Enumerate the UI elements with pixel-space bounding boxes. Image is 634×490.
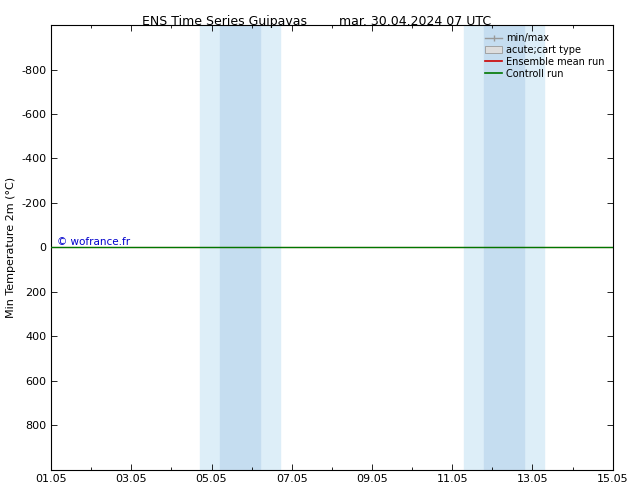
Text: ENS Time Series Guipavas        mar. 30.04.2024 07 UTC: ENS Time Series Guipavas mar. 30.04.2024…: [143, 15, 491, 28]
Bar: [484, 25, 524, 469]
Bar: [464, 25, 545, 469]
Y-axis label: Min Temperature 2m (°C): Min Temperature 2m (°C): [6, 177, 16, 318]
Legend: min/max, acute;cart type, Ensemble mean run, Controll run: min/max, acute;cart type, Ensemble mean …: [482, 30, 608, 82]
Bar: [200, 25, 280, 469]
Bar: [219, 25, 260, 469]
Text: © wofrance.fr: © wofrance.fr: [56, 237, 130, 247]
